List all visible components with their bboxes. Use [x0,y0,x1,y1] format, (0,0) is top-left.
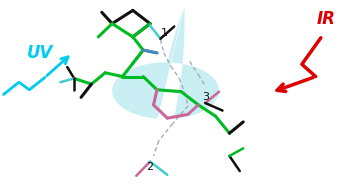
Text: 2: 2 [147,162,154,172]
Text: UV: UV [27,44,53,62]
Polygon shape [112,7,219,119]
Text: 1: 1 [160,28,167,38]
Text: 3: 3 [202,92,209,102]
Text: IR: IR [317,10,335,28]
